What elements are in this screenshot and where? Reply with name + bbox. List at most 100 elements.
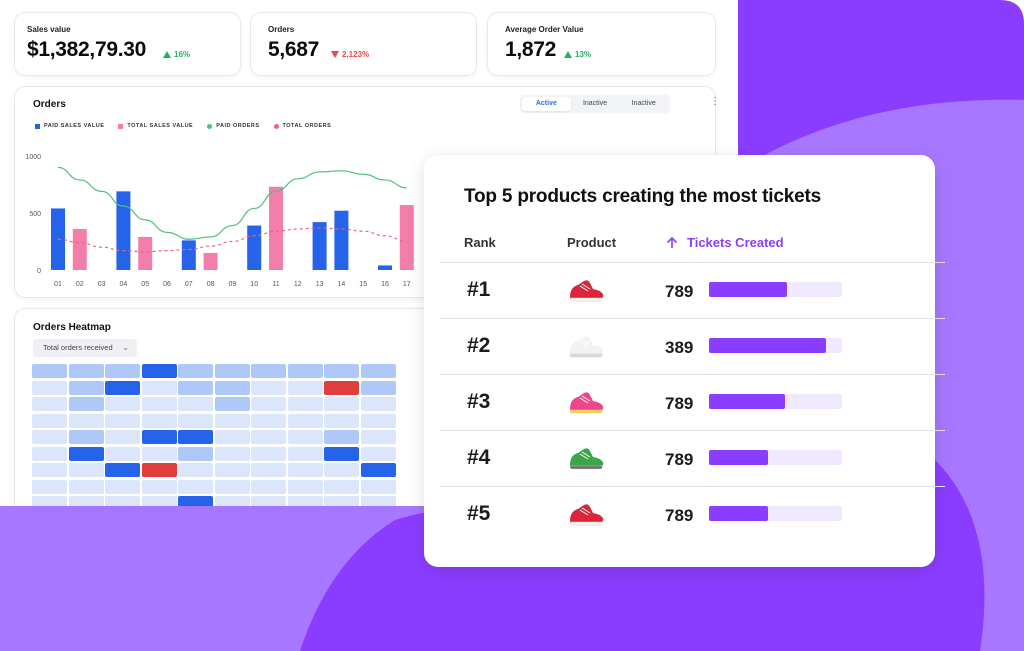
heatmap-cell[interactable]	[105, 496, 140, 506]
heatmap-cell[interactable]	[287, 463, 323, 477]
heatmap-cell[interactable]	[68, 413, 104, 428]
heatmap-cell[interactable]	[324, 364, 359, 378]
heatmap-cell[interactable]	[324, 496, 359, 506]
heatmap-cell[interactable]	[141, 479, 177, 494]
heatmap-cell[interactable]	[287, 430, 323, 444]
heatmap-cell[interactable]	[251, 446, 286, 461]
heatmap-cell[interactable]	[324, 446, 359, 461]
heatmap-cell[interactable]	[32, 479, 67, 494]
heatmap-cell[interactable]	[214, 380, 250, 395]
heatmap-cell[interactable]	[105, 479, 140, 494]
heatmap-cell[interactable]	[287, 364, 323, 378]
heatmap-cell[interactable]	[32, 364, 67, 378]
table-row[interactable]: #1 789	[424, 263, 945, 319]
heatmap-cell[interactable]	[68, 364, 104, 378]
heatmap-cell[interactable]	[360, 364, 396, 378]
heatmap-cell[interactable]	[324, 413, 359, 428]
heatmap-cell[interactable]	[141, 397, 177, 411]
heatmap-cell[interactable]	[32, 463, 67, 477]
heatmap-cell[interactable]	[32, 496, 67, 506]
heatmap-cell[interactable]	[214, 397, 250, 411]
heatmap-cell[interactable]	[105, 463, 140, 477]
heatmap-cell[interactable]	[251, 397, 286, 411]
heatmap-cell[interactable]	[68, 479, 104, 494]
heatmap-cell[interactable]	[287, 380, 323, 395]
heatmap-cell[interactable]	[214, 413, 250, 428]
tab-active[interactable]: Active	[522, 97, 571, 111]
heatmap-filter-dropdown[interactable]: Total orders received ⌄	[33, 339, 137, 357]
heatmap-cell[interactable]	[105, 397, 140, 411]
heatmap-cell[interactable]	[214, 496, 250, 506]
heatmap-cell[interactable]	[324, 463, 359, 477]
heatmap-cell[interactable]	[141, 413, 177, 428]
heatmap-cell[interactable]	[32, 380, 67, 395]
heatmap-cell[interactable]	[251, 479, 286, 494]
heatmap-cell[interactable]	[287, 446, 323, 461]
heatmap-cell[interactable]	[178, 479, 213, 494]
heatmap-cell[interactable]	[287, 397, 323, 411]
heatmap-cell[interactable]	[141, 430, 177, 444]
heatmap-cell[interactable]	[68, 397, 104, 411]
heatmap-cell[interactable]	[105, 364, 140, 378]
heatmap-cell[interactable]	[32, 413, 67, 428]
heatmap-cell[interactable]	[360, 413, 396, 428]
tab-inactive[interactable]: Inactive	[631, 100, 656, 107]
heatmap-cell[interactable]	[105, 446, 140, 461]
heatmap-cell[interactable]	[251, 413, 286, 428]
heatmap-cell[interactable]	[324, 430, 359, 444]
heatmap-cell[interactable]	[287, 496, 323, 506]
heatmap-cell[interactable]	[68, 430, 104, 444]
heatmap-cell[interactable]	[178, 446, 213, 461]
heatmap-cell[interactable]	[141, 380, 177, 395]
heatmap-cell[interactable]	[251, 496, 286, 506]
heatmap-cell[interactable]	[178, 430, 213, 444]
heatmap-cell[interactable]	[178, 380, 213, 395]
heatmap-cell[interactable]	[68, 496, 104, 506]
table-row[interactable]: #5 789	[424, 487, 935, 543]
heatmap-cell[interactable]	[214, 463, 250, 477]
heatmap-cell[interactable]	[32, 446, 67, 461]
heatmap-cell[interactable]	[287, 413, 323, 428]
heatmap-cell[interactable]	[141, 364, 177, 378]
heatmap-cell[interactable]	[251, 364, 286, 378]
table-row[interactable]: #4 789	[424, 431, 945, 487]
heatmap-cell[interactable]	[178, 413, 213, 428]
column-header-tickets[interactable]: Tickets Created	[665, 235, 784, 250]
heatmap-cell[interactable]	[178, 496, 213, 506]
heatmap-cell[interactable]	[32, 430, 67, 444]
heatmap-cell[interactable]	[251, 430, 286, 444]
column-header-rank[interactable]: Rank	[464, 235, 496, 250]
heatmap-cell[interactable]	[360, 380, 396, 395]
heatmap-cell[interactable]	[68, 446, 104, 461]
heatmap-cell[interactable]	[178, 364, 213, 378]
heatmap-cell[interactable]	[360, 463, 396, 477]
heatmap-cell[interactable]	[68, 463, 104, 477]
tab-inactive[interactable]: Inactive	[582, 100, 608, 107]
heatmap-cell[interactable]	[141, 463, 177, 477]
heatmap-cell[interactable]	[214, 430, 250, 444]
heatmap-cell[interactable]	[324, 479, 359, 494]
heatmap-cell[interactable]	[251, 463, 286, 477]
more-options-icon[interactable]: ⋮	[710, 96, 720, 107]
heatmap-cell[interactable]	[141, 496, 177, 506]
heatmap-cell[interactable]	[68, 380, 104, 395]
heatmap-cell[interactable]	[360, 479, 396, 494]
heatmap-cell[interactable]	[324, 397, 359, 411]
heatmap-cell[interactable]	[178, 397, 213, 411]
heatmap-cell[interactable]	[360, 496, 396, 506]
heatmap-cell[interactable]	[105, 430, 140, 444]
table-row[interactable]: #2 389	[424, 319, 945, 375]
heatmap-cell[interactable]	[105, 413, 140, 428]
heatmap-cell[interactable]	[32, 397, 67, 411]
table-row[interactable]: #3 789	[424, 375, 945, 431]
heatmap-cell[interactable]	[214, 446, 250, 461]
heatmap-cell[interactable]	[287, 479, 323, 494]
heatmap-cell[interactable]	[360, 430, 396, 444]
heatmap-cell[interactable]	[105, 380, 140, 395]
heatmap-cell[interactable]	[360, 397, 396, 411]
heatmap-cell[interactable]	[214, 479, 250, 494]
heatmap-cell[interactable]	[251, 380, 286, 395]
heatmap-cell[interactable]	[324, 380, 359, 395]
heatmap-cell[interactable]	[141, 446, 177, 461]
column-header-product[interactable]: Product	[567, 235, 617, 250]
